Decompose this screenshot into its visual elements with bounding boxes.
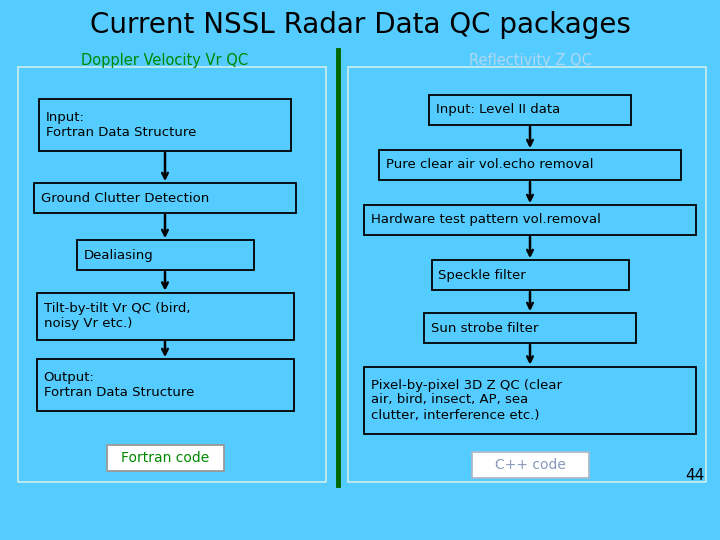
FancyBboxPatch shape xyxy=(472,452,588,478)
FancyBboxPatch shape xyxy=(76,240,253,270)
Text: Input:
Fortran Data Structure: Input: Fortran Data Structure xyxy=(46,111,197,139)
Text: Current NSSL Radar Data QC packages: Current NSSL Radar Data QC packages xyxy=(89,11,631,39)
Text: Reflectivity Z QC: Reflectivity Z QC xyxy=(469,52,591,68)
Text: Output:
Fortran Data Structure: Output: Fortran Data Structure xyxy=(43,371,194,399)
Text: Input: Level II data: Input: Level II data xyxy=(436,104,560,117)
Text: Pixel-by-pixel 3D Z QC (clear
air, bird, insect, AP, sea
clutter, interference e: Pixel-by-pixel 3D Z QC (clear air, bird,… xyxy=(371,379,562,422)
Text: Fortran code: Fortran code xyxy=(121,451,209,465)
Text: Ground Clutter Detection: Ground Clutter Detection xyxy=(41,192,210,205)
FancyBboxPatch shape xyxy=(107,445,223,471)
FancyBboxPatch shape xyxy=(431,260,629,290)
Text: Speckle filter: Speckle filter xyxy=(438,268,526,281)
Text: Sun strobe filter: Sun strobe filter xyxy=(431,321,539,334)
FancyBboxPatch shape xyxy=(37,359,294,411)
FancyBboxPatch shape xyxy=(364,205,696,235)
FancyBboxPatch shape xyxy=(34,183,296,213)
FancyBboxPatch shape xyxy=(37,293,294,340)
Text: Pure clear air vol.echo removal: Pure clear air vol.echo removal xyxy=(386,159,593,172)
FancyBboxPatch shape xyxy=(429,95,631,125)
Text: Doppler Velocity Vr QC: Doppler Velocity Vr QC xyxy=(81,52,248,68)
FancyBboxPatch shape xyxy=(379,150,681,180)
Text: Tilt-by-tilt Vr QC (bird,
noisy Vr etc.): Tilt-by-tilt Vr QC (bird, noisy Vr etc.) xyxy=(43,302,190,330)
FancyBboxPatch shape xyxy=(424,313,636,343)
Text: Hardware test pattern vol.removal: Hardware test pattern vol.removal xyxy=(371,213,601,226)
Text: C++ code: C++ code xyxy=(495,458,565,472)
Text: 44: 44 xyxy=(685,468,705,483)
FancyBboxPatch shape xyxy=(39,99,291,151)
Text: Dealiasing: Dealiasing xyxy=(84,248,153,261)
FancyBboxPatch shape xyxy=(364,367,696,434)
